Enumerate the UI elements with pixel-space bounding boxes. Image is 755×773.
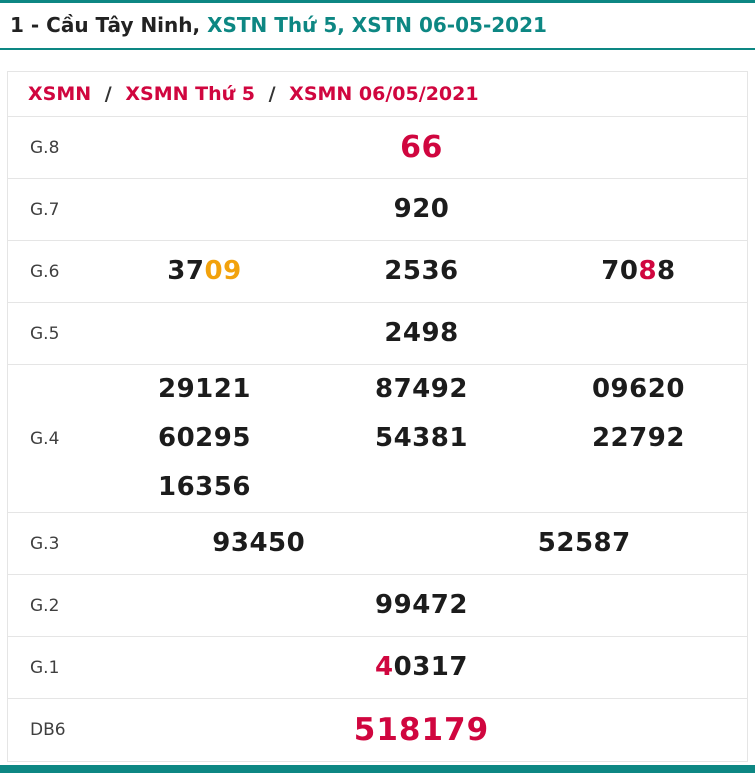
prize-cells: 518179 <box>96 699 747 761</box>
prize-number: 2498 <box>384 318 459 348</box>
prize-number: 52587 <box>537 528 631 558</box>
prize-cells: 99472 <box>96 575 747 636</box>
prize-cells: 920 <box>96 179 747 240</box>
results-panel: XSMN / XSMN Thứ 5 / XSMN 06/05/2021 G.8 6… <box>7 71 748 762</box>
page-title-prefix: 1 - Cầu Tây Ninh, <box>10 13 201 37</box>
prize-number: 16356 <box>158 472 251 502</box>
table-row: G.7 920 <box>8 179 747 241</box>
table-row: G.2 99472 <box>8 575 747 637</box>
prize-number: 22792 <box>591 423 685 453</box>
top-accent-bar <box>0 0 755 3</box>
prize-label: G.7 <box>30 199 60 220</box>
prize-cells: 3709 2536 7088 <box>96 241 747 302</box>
prize-number: 29121 <box>158 374 251 404</box>
breadcrumb-item-xsmn[interactable]: XSMN <box>28 83 92 105</box>
prize-number: 40317 <box>375 652 468 682</box>
prize-number: 518179 <box>353 711 490 748</box>
prize-label: G.3 <box>30 533 60 554</box>
prize-cells: 93450 52587 <box>96 513 747 574</box>
table-row: G.3 93450 52587 <box>8 513 747 575</box>
breadcrumb-item-xsmn-thu5[interactable]: XSMN Thứ 5 <box>125 83 255 105</box>
page-title: 1 - Cầu Tây Ninh, XSTN Thứ 5, XSTN 06-05… <box>0 3 755 50</box>
prize-label: G.4 <box>30 428 60 449</box>
breadcrumb-item-xsmn-date[interactable]: XSMN 06/05/2021 <box>289 83 479 105</box>
prize-label: G.6 <box>30 261 60 282</box>
results-table: G.8 66 G.7 920 G.6 3709 2536 7088 G.5 2498 G.4 2912… <box>8 117 747 761</box>
prize-number: 60295 <box>158 423 251 453</box>
prize-cells: 2498 <box>96 303 747 364</box>
table-row: G.5 2498 <box>8 303 747 365</box>
prize-label: G.2 <box>30 595 60 616</box>
page-title-highlight: XSTN Thứ 5, XSTN 06-05-2021 <box>207 13 547 37</box>
prize-number: 09620 <box>591 374 685 404</box>
prize-number: 93450 <box>212 528 306 558</box>
table-row: G.4 29121 87492 09620 60295 54381 22792 16356 <box>8 365 747 513</box>
prize-number: 87492 <box>374 374 468 404</box>
prize-number: 99472 <box>375 590 468 620</box>
table-row: G.6 3709 2536 7088 <box>8 241 747 303</box>
prize-label: G.5 <box>30 323 60 344</box>
prize-cells: 66 <box>96 117 747 178</box>
prize-number: 7088 <box>601 256 676 286</box>
prize-label: G.8 <box>30 137 60 158</box>
prize-number: 66 <box>400 130 443 165</box>
prize-number: 920 <box>393 194 450 224</box>
bottom-accent-bar <box>0 765 755 773</box>
table-row: DB6 518179 <box>8 699 747 761</box>
breadcrumb: XSMN / XSMN Thứ 5 / XSMN 06/05/2021 <box>8 72 747 117</box>
breadcrumb-separator: / <box>104 83 112 105</box>
prize-number: 3709 <box>167 256 242 286</box>
prize-cells: 29121 87492 09620 60295 54381 22792 16356 <box>96 365 747 512</box>
prize-label: G.1 <box>30 657 60 678</box>
prize-number: 2536 <box>384 256 459 286</box>
prize-cells: 40317 <box>96 637 747 698</box>
prize-label: DB6 <box>30 720 66 740</box>
table-row: G.8 66 <box>8 117 747 179</box>
table-row: G.1 40317 <box>8 637 747 699</box>
breadcrumb-separator: / <box>268 83 276 105</box>
prize-number: 54381 <box>374 423 468 453</box>
